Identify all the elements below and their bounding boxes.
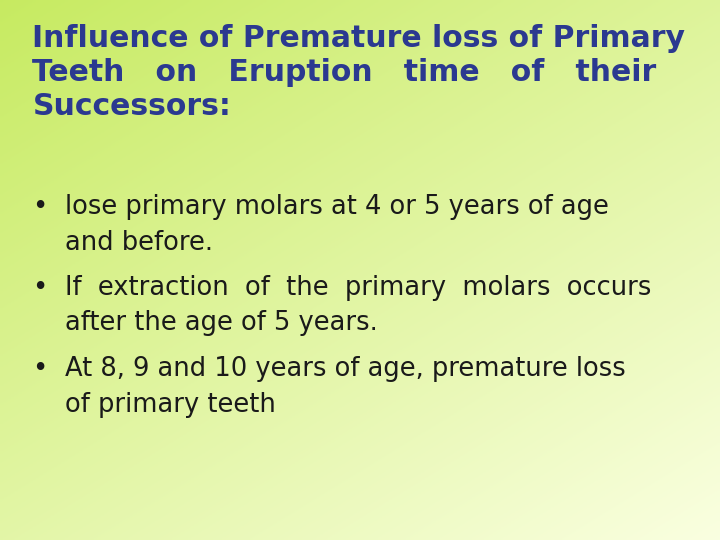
Text: •: • — [32, 356, 48, 382]
Text: lose primary molars at 4 or 5 years of age: lose primary molars at 4 or 5 years of a… — [65, 194, 608, 220]
Text: At 8, 9 and 10 years of age, premature loss: At 8, 9 and 10 years of age, premature l… — [65, 356, 626, 382]
Text: Successors:: Successors: — [32, 92, 231, 121]
Text: and before.: and before. — [65, 230, 213, 255]
Text: •: • — [32, 275, 48, 301]
Text: If  extraction  of  the  primary  molars  occurs: If extraction of the primary molars occu… — [65, 275, 651, 301]
Text: Influence of Premature loss of Primary: Influence of Premature loss of Primary — [32, 24, 685, 53]
Text: Teeth   on   Eruption   time   of   their: Teeth on Eruption time of their — [32, 58, 657, 87]
Text: of primary teeth: of primary teeth — [65, 392, 276, 417]
Text: after the age of 5 years.: after the age of 5 years. — [65, 310, 377, 336]
Text: •: • — [32, 194, 48, 220]
